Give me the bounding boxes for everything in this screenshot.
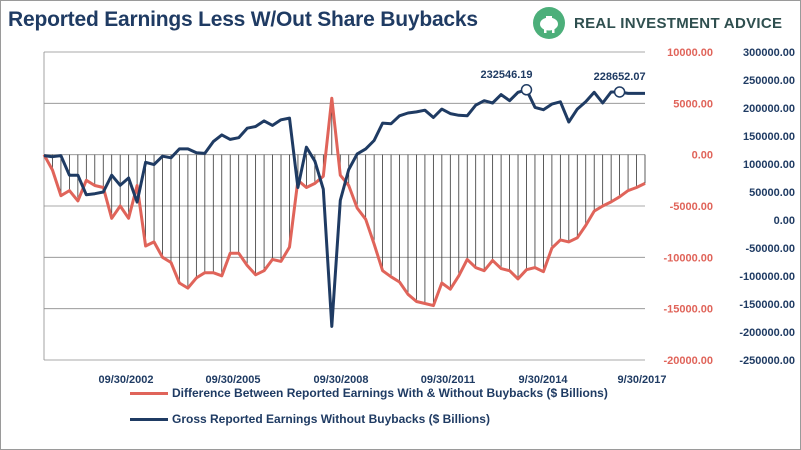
x-tick-label: 9/30/2014 (519, 374, 569, 386)
annotation-marker (613, 86, 626, 98)
y-right-tick-label: 150000.00 (743, 131, 795, 143)
y-right-tick-label: 300000.00 (743, 47, 795, 59)
y-right-tick-label: -50000.00 (745, 243, 795, 255)
annotation-label: 228652.07 (594, 71, 646, 83)
grid-lines (43, 51, 645, 361)
diff-series-line (42, 96, 646, 308)
y-left-tick-label: 10000.00 (667, 47, 713, 59)
y-left-tick-label: -5000.00 (670, 201, 713, 213)
y-right-tick-label: 0.00 (774, 215, 795, 227)
chart-title: Reported Earnings Less W/Out Share Buyba… (8, 8, 478, 31)
y-right-tick-label: -200000.00 (739, 327, 795, 339)
annotation-label: 232546.19 (480, 69, 532, 81)
y-right-tick-label: 200000.00 (743, 103, 795, 115)
legend-label-gross: Gross Reported Earnings Without Buybacks… (172, 412, 490, 426)
y-right-tick-label: 100000.00 (743, 159, 795, 171)
y-right-tick-label: 50000.00 (749, 187, 795, 199)
x-tick-label: 09/30/2008 (313, 374, 368, 386)
legend-item-gross: Gross Reported Earnings Without Buybacks… (130, 406, 730, 432)
drop-lines (52, 98, 646, 306)
gross-series-line (43, 88, 645, 328)
y-right-tick-label: 250000.00 (743, 75, 795, 87)
x-tick-label: 09/30/2005 (205, 374, 260, 386)
y-right-tick-label: -150000.00 (739, 299, 795, 311)
legend-label-diff: Difference Between Reported Earnings Wit… (172, 386, 608, 400)
x-tick-label: 9/30/2017 (618, 374, 667, 386)
diff-series-layer (42, 96, 646, 308)
y-left-tick-label: -20000.00 (663, 355, 713, 367)
legend: Difference Between Reported Earnings Wit… (130, 380, 730, 432)
y-left-tick-label: -10000.00 (663, 252, 713, 264)
legend-item-diff: Difference Between Reported Earnings Wit… (130, 380, 730, 406)
piggy-bank-icon (533, 7, 565, 39)
axis-labels-layer: 10000.00 5000.00 0.00 -5000.00 -10000.00 -150… (98, 47, 795, 386)
y-left-tick-label: -15000.00 (663, 304, 713, 316)
y-left-tick-label: 5000.00 (673, 98, 713, 110)
legend-swatch-gross (130, 417, 168, 421)
y-left-tick-label: 0.00 (692, 150, 713, 162)
legend-swatch-diff (130, 391, 168, 395)
gross-series-layer (43, 88, 645, 328)
x-tick-label: 09/30/2011 (421, 374, 475, 386)
y-right-tick-label: -100000.00 (739, 271, 795, 283)
brand-logo-block: REAL INVESTMENT ADVICE (532, 6, 782, 40)
annotations-layer: 232546.19 228652.07 (480, 69, 646, 98)
x-tick-label: 09/30/2002 (98, 374, 153, 386)
annotation-marker (520, 84, 533, 96)
y-right-tick-label: -250000.00 (739, 355, 795, 367)
brand-name: REAL INVESTMENT ADVICE (574, 14, 783, 32)
